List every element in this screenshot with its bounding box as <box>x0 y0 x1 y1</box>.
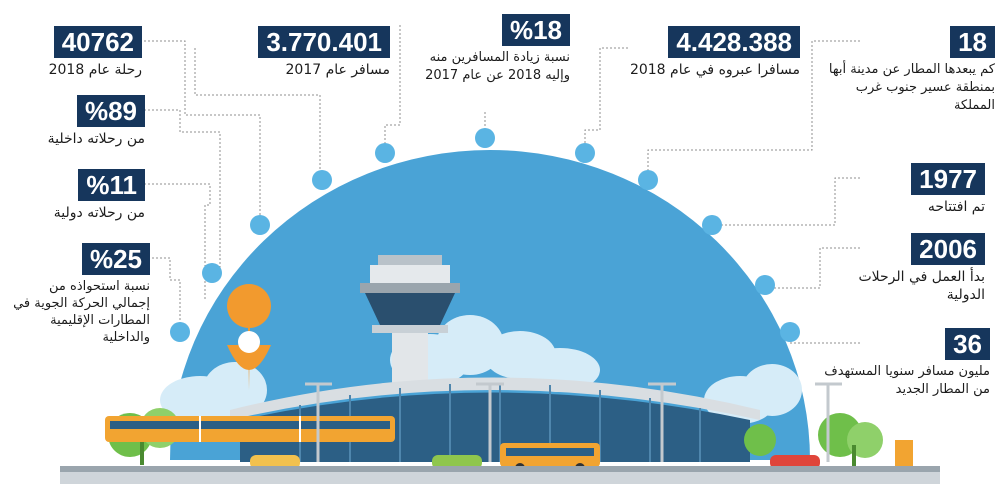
terminal-roof <box>230 377 760 420</box>
stat-intl-start: 2006 بدأ العمل في الرحلات الدولية <box>830 233 985 304</box>
road <box>60 472 940 484</box>
stat-value: %25 <box>81 243 150 275</box>
stat-passengers-2018: 4.428.388 مسافرا عبروه في عام 2018 <box>610 26 800 79</box>
stat-label: مسافر عام 2017 <box>285 62 391 78</box>
stat-passengers-2017: 3.770.401 مسافر عام 2017 <box>200 26 390 79</box>
stat-value: 4.428.388 <box>668 26 800 58</box>
control-tower <box>360 255 460 388</box>
stat-trips-2018: 40762 رحلة عام 2018 <box>30 26 142 79</box>
arc-dots <box>170 128 800 342</box>
stat-value: 36 <box>945 328 990 360</box>
stat-value: 1977 <box>911 163 985 195</box>
stat-increase: %18 نسبة زيادة المسافرين منه وإليه 2018 … <box>410 14 570 85</box>
stat-label: بدأ العمل في الرحلات الدولية <box>858 269 985 303</box>
stat-opened: 1977 تم افتتاحه <box>850 163 985 216</box>
stat-value: 18 <box>950 26 995 58</box>
stat-value: 2006 <box>911 233 985 265</box>
stat-label: كم يبعدها المطار عن مدينة أبها بمنطقة عس… <box>828 62 995 113</box>
stat-label: نسبة زيادة المسافرين منه وإليه 2018 عن ع… <box>425 50 570 83</box>
stat-value: 3.770.401 <box>258 26 390 58</box>
lamp-posts <box>305 382 842 462</box>
stat-label: من رحلاته داخلية <box>47 131 145 147</box>
stat-label: مليون مسافر سنويا المستهدف من المطار الج… <box>824 364 990 397</box>
train <box>105 416 395 442</box>
stat-label: مسافرا عبروه في عام 2018 <box>629 62 800 78</box>
stat-capacity: 36 مليون مسافر سنويا المستهدف من المطار … <box>815 328 990 399</box>
stat-distance: 18 كم يبعدها المطار عن مدينة أبها بمنطقة… <box>815 26 995 115</box>
stat-value: %18 <box>501 14 570 46</box>
toll-booth <box>895 440 913 468</box>
stat-international: %11 من رحلاته دولية <box>10 169 145 222</box>
stat-label: من رحلاته دولية <box>53 205 145 221</box>
stat-share: %25 نسبة استحواذه من إجمالي الحركة الجوي… <box>10 243 150 346</box>
location-pin-icon <box>227 284 271 390</box>
stat-label: رحلة عام 2018 <box>48 62 142 78</box>
stat-value: %11 <box>78 169 145 201</box>
ground <box>60 466 940 472</box>
stat-value: 40762 <box>53 26 142 58</box>
stat-value: %89 <box>76 95 145 127</box>
stat-label: تم افتتاحه <box>927 199 985 215</box>
terminal-glass <box>240 392 750 462</box>
stat-domestic: %89 من رحلاته داخلية <box>10 95 145 148</box>
stat-label: نسبة استحواذه من إجمالي الحركة الجوية في… <box>13 279 150 345</box>
